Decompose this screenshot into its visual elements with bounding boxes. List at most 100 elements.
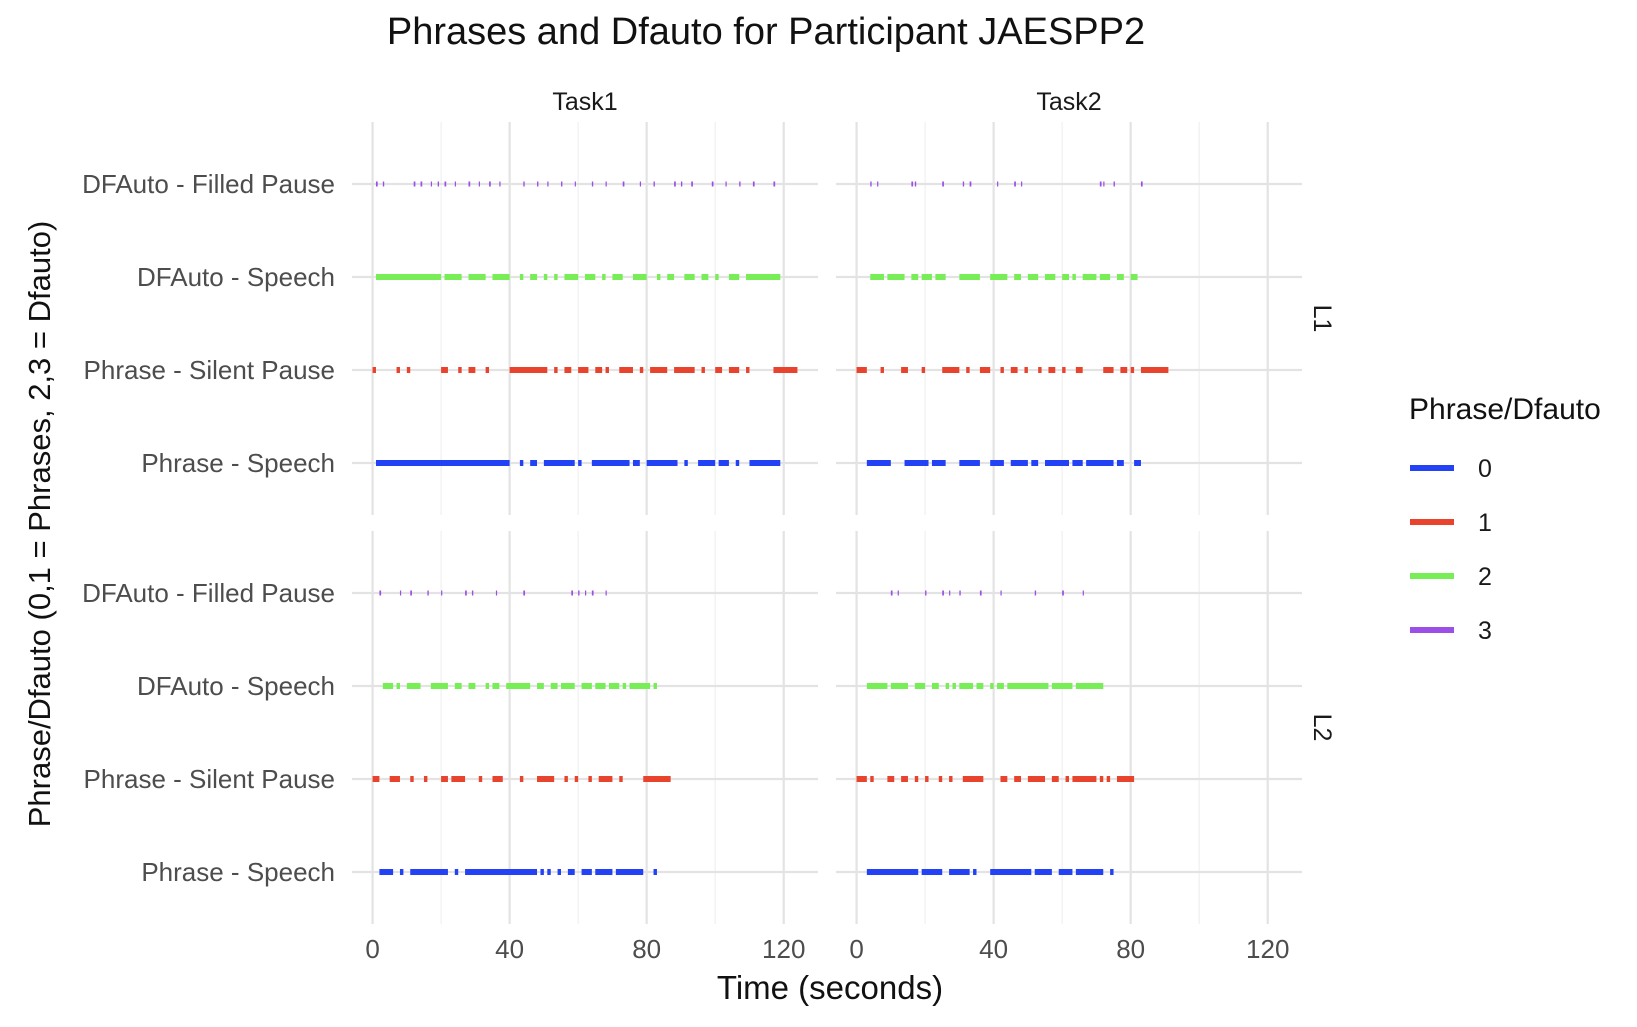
segment-series-1 [1014,776,1022,782]
legend-swatch [1410,627,1454,633]
segment-series-0 [973,869,977,875]
segment-series-1 [537,776,555,782]
segment-series-2 [1007,683,1049,689]
segment-series-2 [375,274,442,280]
segment-series-3 [578,590,580,596]
segment-series-1 [574,776,579,782]
segment-series-0 [653,869,657,875]
segment-series-0 [379,869,394,875]
segment-series-3 [495,590,498,596]
segment-series-1 [1051,776,1059,782]
segment-series-0 [540,869,544,875]
segment-series-2 [959,274,980,280]
segment-series-3 [537,181,539,187]
segment-series-2 [595,683,606,689]
segment-series-3 [890,590,893,596]
segment-series-3 [739,181,741,187]
segment-series-1 [1000,367,1004,373]
segment-series-2 [561,683,575,689]
segment-series-2 [444,274,462,280]
segment-series-3 [942,590,944,596]
segment-series-2 [622,683,627,689]
segment-series-1 [1130,367,1135,373]
segment-series-3 [585,590,587,596]
segment-series-1 [485,367,490,373]
y-tick-label: Phrase - Speech [141,857,335,887]
segment-series-3 [571,590,574,596]
segment-series-2 [1099,274,1111,280]
segment-series-2 [602,274,606,280]
segment-series-3 [1034,590,1037,596]
segment-series-1 [1048,367,1056,373]
segment-series-1 [441,776,448,782]
legend-label: 2 [1478,563,1492,591]
segment-series-1 [880,367,884,373]
segment-series-0 [735,460,740,466]
segment-series-1 [901,776,908,782]
segment-series-2 [914,683,926,689]
segment-series-2 [468,274,486,280]
segment-series-1 [423,776,428,782]
segment-series-1 [856,367,867,373]
segment-series-0 [581,869,592,875]
segment-series-3 [969,181,972,187]
segment-series-3 [523,590,526,596]
segment-series-0 [567,869,575,875]
legend-swatch [1410,465,1454,471]
segment-series-1 [1027,776,1046,782]
y-tick-label: DFAuto - Filled Pause [82,578,335,608]
segment-series-1 [925,776,929,782]
segment-series-0 [921,869,943,875]
facet-row-label: L2 [1308,714,1336,742]
segment-series-1 [372,367,376,373]
x-tick-label: 80 [632,934,661,964]
segment-series-3 [591,181,594,187]
segment-series-2 [931,683,939,689]
segment-series-0 [557,869,562,875]
segment-series-2 [1027,274,1039,280]
segment-series-2 [890,683,908,689]
legend-swatch [1410,519,1454,525]
segment-series-1 [458,367,462,373]
chart-title: Phrases and Dfauto for Participant JAESP… [387,11,1145,53]
segment-series-3 [605,590,607,596]
segment-series-0 [1110,869,1114,875]
segment-series-3 [1021,181,1023,187]
segment-series-3 [444,181,447,187]
y-tick-label: Phrase - Silent Pause [84,764,335,794]
segment-series-2 [554,274,558,280]
segment-series-2 [430,683,448,689]
segment-series-0 [990,460,1004,466]
segment-series-0 [866,869,919,875]
segment-series-3 [1113,181,1115,187]
segment-series-0 [698,460,716,466]
segment-series-2 [935,274,946,280]
segment-series-0 [990,869,1032,875]
x-tick-label: 40 [979,934,1008,964]
segment-series-3 [1103,181,1105,187]
segment-series-1 [468,367,476,373]
legend-label: 3 [1478,617,1492,645]
segment-series-2 [728,274,740,280]
segment-series-3 [725,181,727,187]
segment-series-0 [547,869,551,875]
segment-series-3 [430,181,433,187]
segment-series-1 [619,776,623,782]
segment-series-3 [399,590,402,596]
segment-series-1 [492,776,503,782]
segment-series-2 [454,683,462,689]
segment-series-2 [870,274,884,280]
segment-series-1 [598,776,613,782]
segment-series-3 [897,590,899,596]
x-axis-label: Time (seconds) [717,969,943,1006]
segment-series-1 [588,776,592,782]
segment-series-3 [465,590,467,596]
segment-series-3 [468,181,471,187]
segment-series-3 [639,181,642,187]
segment-series-3 [942,181,944,187]
segment-series-2 [945,683,950,689]
segment-series-2 [1116,274,1124,280]
segment-series-0 [519,460,524,466]
segment-series-3 [420,181,423,187]
segment-series-0 [1058,869,1073,875]
